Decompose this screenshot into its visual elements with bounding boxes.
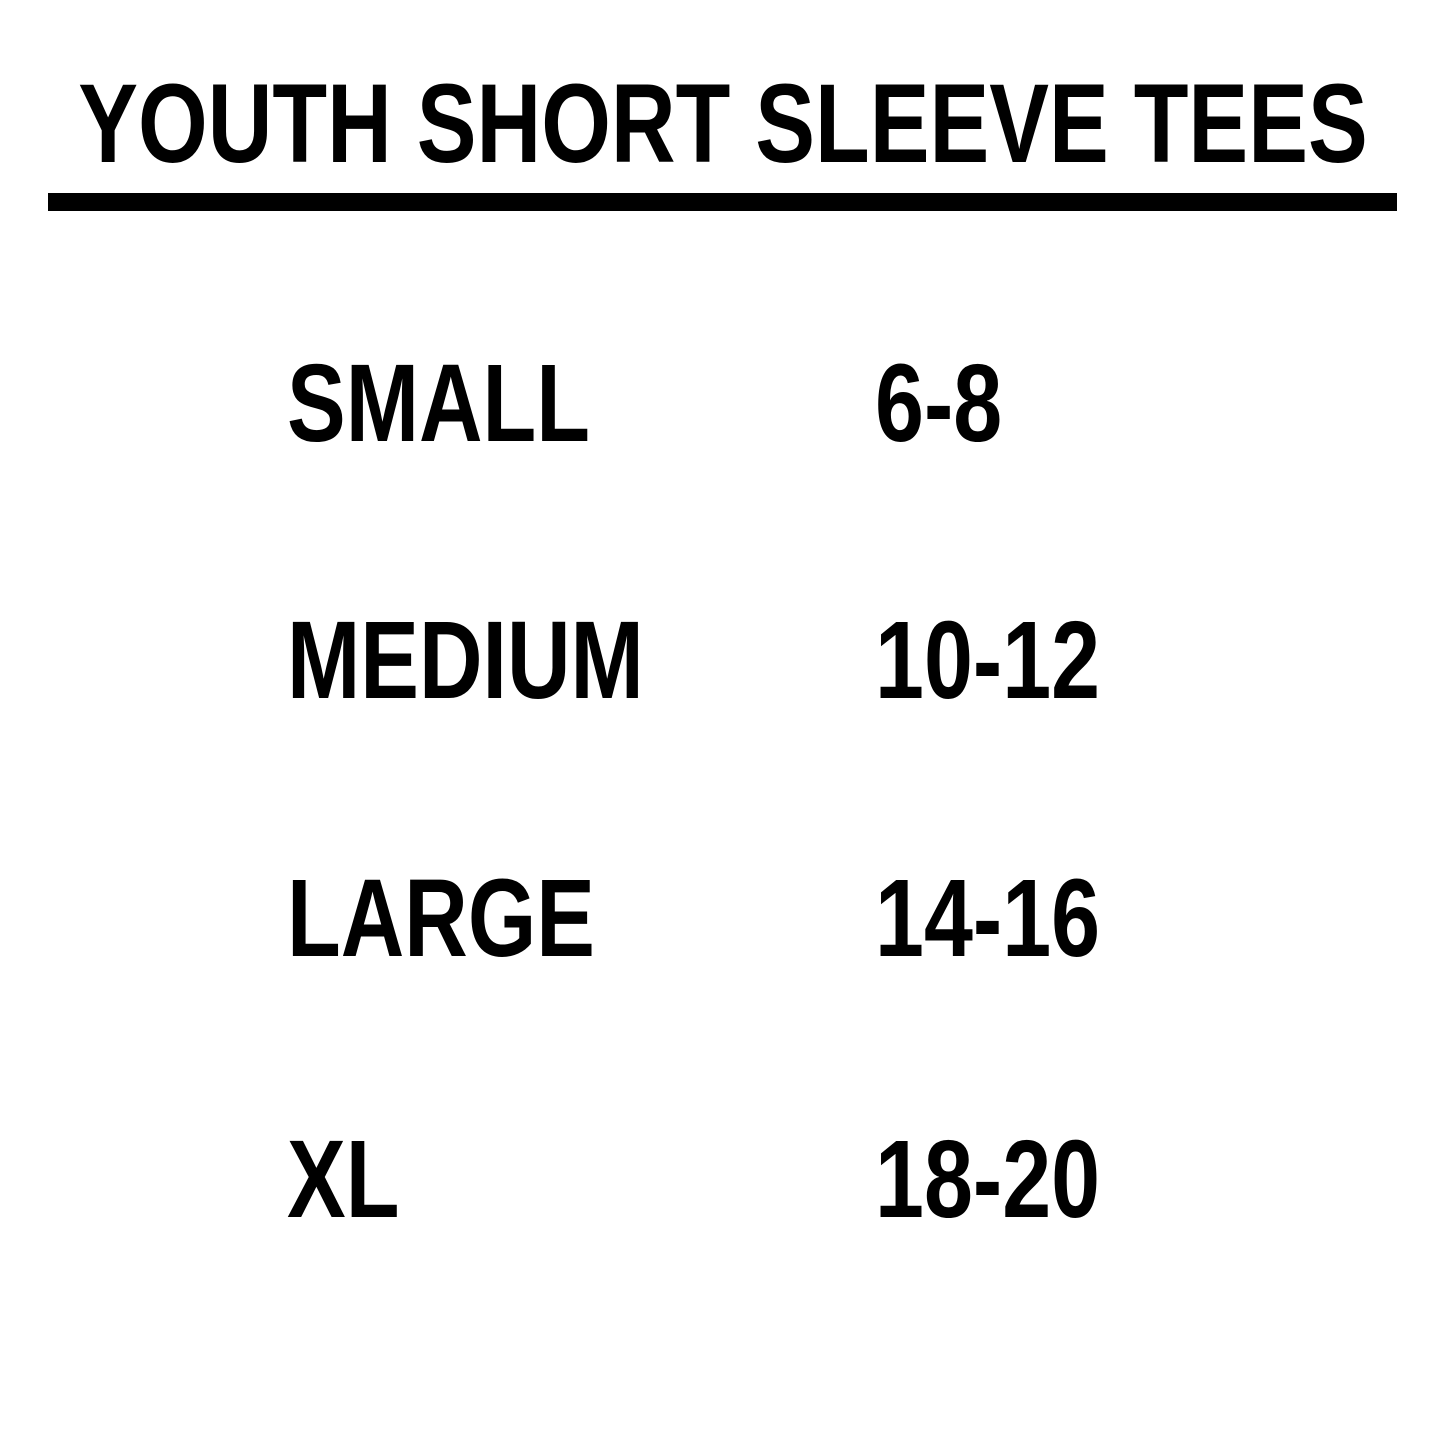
size-label: MEDIUM bbox=[287, 599, 644, 722]
size-row: LARGE 14-16 bbox=[0, 864, 1445, 974]
size-label: SMALL bbox=[287, 342, 591, 465]
divider-line bbox=[48, 193, 1397, 211]
size-row: SMALL 6-8 bbox=[0, 349, 1445, 459]
page-title: YOUTH SHORT SLEEVE TEES bbox=[77, 61, 1368, 186]
size-range: 14-16 bbox=[875, 857, 1101, 980]
size-range: 18-20 bbox=[875, 1118, 1101, 1241]
size-label: XL bbox=[287, 1118, 400, 1241]
size-row: MEDIUM 10-12 bbox=[0, 606, 1445, 716]
size-label: LARGE bbox=[287, 857, 595, 980]
size-row: XL 18-20 bbox=[0, 1125, 1445, 1235]
size-range: 10-12 bbox=[875, 599, 1101, 722]
size-range: 6-8 bbox=[875, 342, 1003, 465]
